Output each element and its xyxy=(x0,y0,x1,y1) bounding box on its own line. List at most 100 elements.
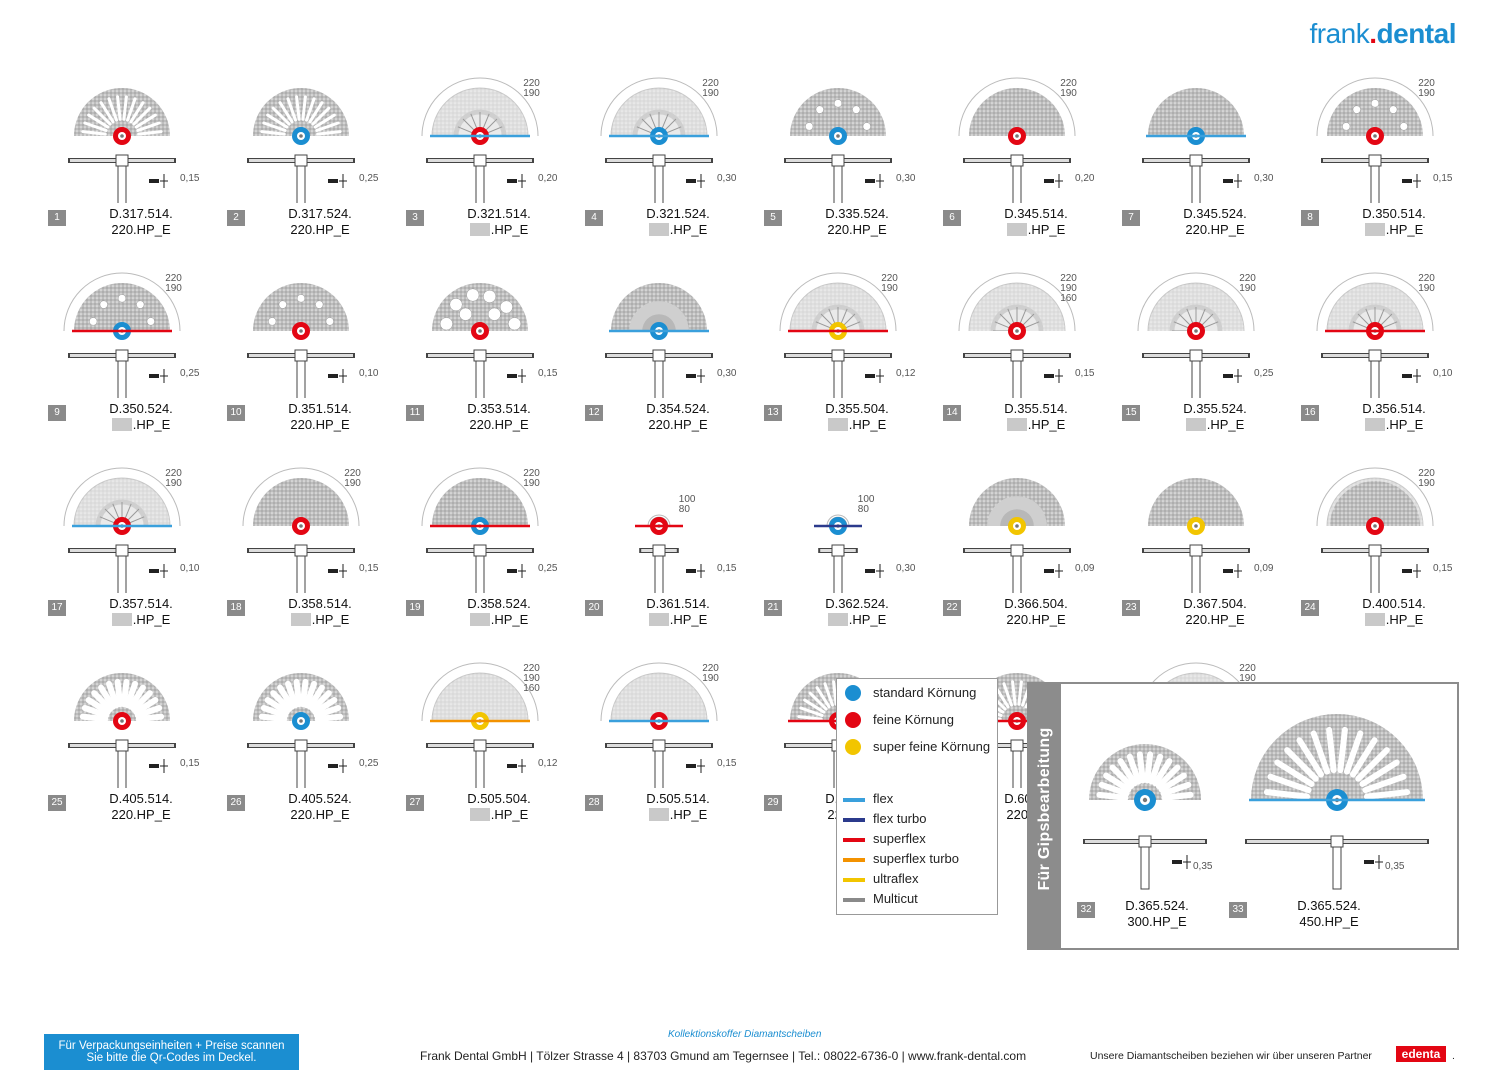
thickness-label: 0,12 xyxy=(896,368,916,379)
article-code-line1: D.356.514. xyxy=(1362,401,1426,416)
disc-side-view xyxy=(963,349,1071,398)
article-code-line2: .HP_E xyxy=(603,807,753,823)
partner-dot: . xyxy=(1452,1050,1455,1062)
disc-side-view xyxy=(426,739,534,788)
article-code-line2: 220.HP_E xyxy=(290,222,350,237)
diameter-label: 220 xyxy=(1418,468,1435,479)
line-swatch-icon xyxy=(843,858,865,862)
disc-illustration xyxy=(1142,88,1250,203)
thickness-label: 0,15 xyxy=(180,173,200,184)
disc-top-view xyxy=(74,88,170,145)
disc-number: 23 xyxy=(1122,600,1140,616)
thickness-label: 0,10 xyxy=(359,368,379,379)
disc-card-14: 220 190 160 14 D.355.514. .HP_E 0,15 xyxy=(943,253,1123,448)
diameter-placeholder xyxy=(1364,418,1385,431)
diameter-placeholder xyxy=(1006,223,1027,236)
disc-number: 33 xyxy=(1229,902,1247,918)
diameter-label: 220 xyxy=(523,78,540,89)
disc-illustration xyxy=(68,673,176,788)
company-address: Frank Dental GmbH | Tölzer Strasse 4 | 8… xyxy=(420,1049,1027,1063)
disc-number: 21 xyxy=(764,600,782,616)
diameter-label: 220 xyxy=(1239,663,1256,674)
article-code-line1: D.317.524. xyxy=(288,206,352,221)
gips-title: Für Gipsbearbeitung xyxy=(1036,727,1053,891)
article-code-line2: .HP_E xyxy=(603,222,753,238)
legend-label: superflex turbo xyxy=(873,851,959,866)
thickness-label: 0,15 xyxy=(1433,563,1453,574)
disc-illustration xyxy=(426,283,534,398)
disc-number: 15 xyxy=(1122,405,1140,421)
scan-line-2: Sie bitte die Qr-Codes im Deckel. xyxy=(86,1052,257,1064)
diameter-label: 100 xyxy=(858,494,875,505)
disc-card-28: 220 190 28 D.505.514. .HP_E 0,15 xyxy=(585,643,765,838)
article-code-line1: D.505.504. xyxy=(467,791,531,806)
diameter-label: 190 xyxy=(344,478,361,489)
article-code-line2: 220.HP_E xyxy=(111,807,171,822)
diameter-placeholder xyxy=(648,613,669,626)
diameter-label: 160 xyxy=(523,683,540,694)
diameter-placeholder xyxy=(827,613,848,626)
disc-card-1: 1 D.317.514. 220.HP_E 0,15 xyxy=(48,58,228,253)
line-swatch-icon xyxy=(843,878,865,882)
article-code-line2: .HP_E xyxy=(424,612,574,628)
legend-label: super feine Körnung xyxy=(873,739,991,754)
disc-side-view xyxy=(1245,835,1429,890)
legend-label: Multicut xyxy=(873,891,918,906)
thickness-label: 0,15 xyxy=(717,758,737,769)
thickness-label: 0,35 xyxy=(1385,861,1405,872)
article-code-line2: .HP_E xyxy=(66,612,216,628)
disc-number: 10 xyxy=(227,405,245,421)
diameter-label: 220 xyxy=(1418,78,1435,89)
disc-card-4: 220 190 4 D.321.524. .HP_E 0,30 xyxy=(585,58,765,253)
disc-number: 12 xyxy=(585,405,603,421)
disc-top-view xyxy=(253,283,349,340)
edenta-logo: edenta xyxy=(1396,1046,1446,1062)
disc-illustration xyxy=(247,673,355,788)
diameter-label: 190 xyxy=(702,88,719,99)
thickness-label: 0,15 xyxy=(359,563,379,574)
disc-number: 3 xyxy=(406,210,424,226)
disc-number: 32 xyxy=(1077,902,1095,918)
diameter-label: 190 xyxy=(1060,88,1077,99)
article-code-line1: D.505.514. xyxy=(646,791,710,806)
disc-illustration xyxy=(605,283,713,398)
article-code-line2: .HP_E xyxy=(424,807,574,823)
disc-card-2: 2 D.317.524. 220.HP_E 0,25 xyxy=(227,58,407,253)
diameter-label: 190 xyxy=(523,88,540,99)
disc-side-view xyxy=(247,544,355,593)
thickness-label: 0,15 xyxy=(1433,173,1453,184)
disc-number: 28 xyxy=(585,795,603,811)
diameter-placeholder xyxy=(469,223,490,236)
article-code-line1: D.317.514. xyxy=(109,206,173,221)
disc-side-view xyxy=(963,154,1071,203)
diameter-placeholder xyxy=(111,418,132,431)
disc-side-view xyxy=(605,349,713,398)
disc-number: 5 xyxy=(764,210,782,226)
disc-side-view xyxy=(426,154,534,203)
line-swatch-icon xyxy=(843,838,865,842)
disc-side-view xyxy=(247,349,355,398)
article-code-line1: D.351.514. xyxy=(288,401,352,416)
article-code-line1: D.355.524. xyxy=(1183,401,1247,416)
article-code-line1: D.358.514. xyxy=(288,596,352,611)
diameter-label: 220 xyxy=(1060,273,1077,284)
diameter-label: 220 xyxy=(1060,78,1077,89)
kollektion-label: Kollektionskoffer Diamantscheiben xyxy=(668,1029,822,1040)
disc-side-view xyxy=(639,544,705,593)
disc-top-view xyxy=(74,673,170,730)
disc-top-view xyxy=(253,88,349,145)
scan-line-1: Für Verpackungseinheiten + Preise scanne… xyxy=(58,1040,285,1052)
diameter-label: 220 xyxy=(165,273,182,284)
disc-card-22: 22 D.366.504. 220.HP_E 0,09 xyxy=(943,448,1123,643)
diameter-placeholder xyxy=(648,223,669,236)
grit-dot-icon xyxy=(845,712,861,728)
